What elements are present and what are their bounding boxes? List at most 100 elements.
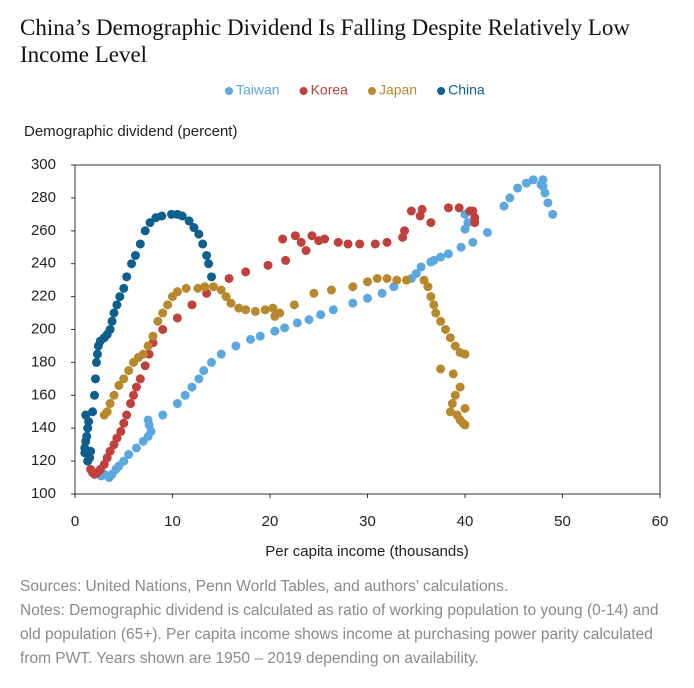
point [207,357,216,367]
point [406,206,416,216]
point [135,239,145,249]
notes: Sources: United Nations, Penn World Tabl… [20,575,680,671]
point [268,303,278,313]
point [280,323,290,333]
point [187,300,197,310]
point [470,218,480,228]
point [528,175,538,185]
point [172,399,182,409]
point [216,349,226,359]
point [231,341,241,351]
point [426,292,436,302]
point [105,446,115,456]
point [112,433,122,443]
point [292,318,302,328]
point [411,269,421,279]
point [119,456,129,466]
point [130,250,140,260]
point [109,390,119,400]
x-tick-label: 0 [71,513,79,530]
x-tick-label: 60 [652,513,669,530]
point [263,260,273,270]
point [226,298,236,308]
point [246,334,255,344]
point [455,382,465,392]
x-tick-label: 10 [164,513,181,530]
point [423,282,433,292]
y-tick-label: 160 [31,386,56,403]
point [158,410,168,420]
point [158,325,168,334]
point [363,293,372,303]
point [513,183,523,193]
point [436,364,446,374]
point [119,418,129,428]
legend-label: Korea [311,82,349,98]
point [392,275,402,285]
point [443,203,453,213]
y-tick-label: 300 [31,156,56,173]
point [250,306,260,316]
point [460,420,470,430]
point [208,282,218,292]
point [127,259,137,269]
y-tick-label: 220 [31,288,56,305]
point [426,218,436,228]
point [460,403,470,413]
point [148,331,158,341]
point [81,410,91,420]
point [260,305,270,315]
point [194,229,204,239]
point [207,272,216,282]
point [116,426,126,436]
x-axis-label: Per capita income (thousands) [265,543,468,560]
point [429,255,439,265]
point [304,315,314,325]
point [429,300,439,310]
point [241,305,251,315]
x-tick-label: 30 [359,513,376,530]
point [289,300,299,310]
point [309,288,319,298]
point [316,310,326,320]
point [482,227,492,237]
point [436,316,446,326]
point [198,239,208,249]
point [382,274,392,284]
point [454,203,464,213]
point [126,399,136,409]
point [194,374,204,384]
point [109,308,119,318]
legend-marker [437,87,446,95]
legend: Taiwan Korea Japan China [225,82,485,98]
point [122,410,132,420]
point [172,287,182,297]
source: Sources: United Nations, Penn World Tabl… [20,578,509,595]
point [180,390,190,400]
y-tick-label: 180 [31,353,56,370]
point [450,341,460,351]
point [234,303,244,313]
point [88,407,98,417]
point [307,231,317,241]
point [221,292,231,302]
point [131,382,141,392]
point [122,272,132,282]
point [143,415,153,425]
point [107,316,117,326]
point [343,239,353,249]
y-tick-label: 120 [31,452,56,469]
point [450,390,460,400]
point [372,274,382,284]
point [85,453,95,463]
point [463,218,473,228]
x-tick-label: 20 [262,513,279,530]
point [158,308,168,318]
point [441,325,450,334]
x-tick-label: 50 [554,513,571,530]
point [102,407,112,417]
point [140,361,150,371]
point [157,211,167,221]
point [119,374,129,384]
